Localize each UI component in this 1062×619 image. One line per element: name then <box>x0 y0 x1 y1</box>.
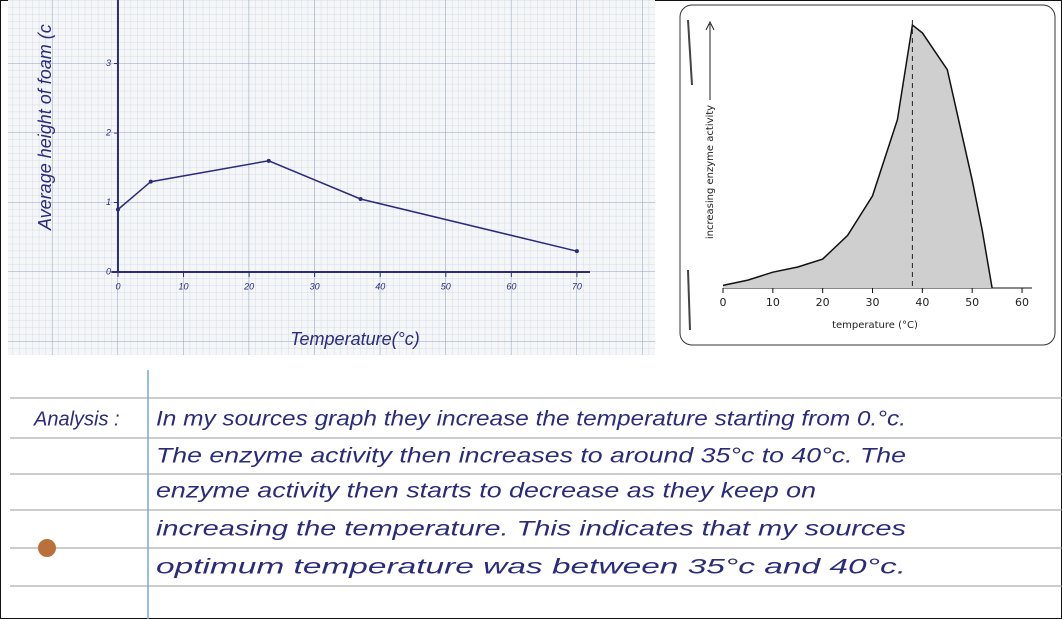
notes-label: Analysis : <box>33 408 120 430</box>
y-axis-label: increasing enzyme activity <box>705 105 716 239</box>
y-tick-label: 2 <box>105 127 111 137</box>
notes: In my sources graph they increase the te… <box>156 408 907 579</box>
data-point <box>574 249 579 254</box>
x-tick-label: 60 <box>1015 296 1029 309</box>
note-line: enzyme activity then starts to decrease … <box>156 480 816 503</box>
note-line: optimum temperature was between 35°c and… <box>156 556 906 579</box>
y-tick-label: 0 <box>106 266 111 276</box>
data-point <box>115 207 120 212</box>
notebook-lines <box>10 397 1062 587</box>
graph-paper-grid <box>8 0 655 355</box>
figure-frame <box>679 4 1056 346</box>
note-line: In my sources graph they increase the te… <box>156 408 906 431</box>
x-tick-label: 50 <box>441 281 451 291</box>
x-axis-label: Temperature(°c) <box>290 329 420 349</box>
note-line: The enzyme activity then increases to ar… <box>156 445 906 468</box>
sticker <box>38 539 56 557</box>
x-tick-label: 20 <box>243 281 254 291</box>
x-tick-label: 50 <box>965 296 979 309</box>
x-tick-label: 30 <box>866 296 880 309</box>
x-tick-label: 40 <box>375 281 385 291</box>
data-point <box>148 179 153 184</box>
data-curve <box>722 23 993 289</box>
x-tick-label: 30 <box>310 281 320 291</box>
graph-paper-coarse <box>8 0 655 355</box>
data-point <box>358 197 363 202</box>
x-tick-label: 0 <box>720 296 727 309</box>
arrow-head <box>705 20 715 31</box>
x-tick-label: 10 <box>766 296 780 309</box>
x-tick-label: 0 <box>115 281 120 291</box>
x-tick-label: 70 <box>572 281 582 291</box>
y-tick-label: 3 <box>106 58 111 68</box>
x-tick-label: 20 <box>816 296 830 309</box>
scan-mark <box>687 269 691 331</box>
x-tick-label: 10 <box>179 281 189 291</box>
data-point <box>266 158 271 163</box>
y-tick-label: 1 <box>106 197 111 207</box>
x-tick-label: 60 <box>506 281 516 291</box>
x-axis-label: temperature (°C) <box>832 320 918 331</box>
x-tick-label: 40 <box>915 296 929 309</box>
scan-mark <box>687 19 693 86</box>
y-axis-label: Average height of foam (c <box>35 24 55 231</box>
data-area <box>723 25 993 288</box>
note-line: increasing the temperature. This indicat… <box>156 518 907 541</box>
